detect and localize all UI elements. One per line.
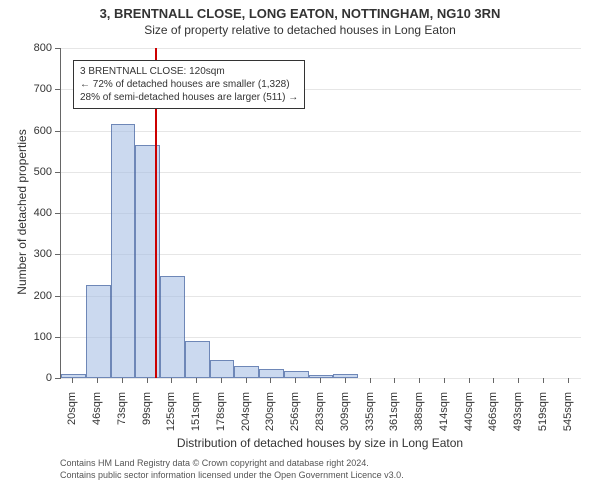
x-tick-label: 230sqm [264, 392, 276, 442]
x-tick-label: 414sqm [438, 392, 450, 442]
footer-line-2: Contains public sector information licen… [60, 470, 404, 482]
x-tick-label: 361sqm [388, 392, 400, 442]
annotation-box: 3 BRENTNALL CLOSE: 120sqm← 72% of detach… [73, 60, 305, 109]
gridline [61, 378, 581, 379]
y-tick-label: 700 [0, 83, 52, 95]
x-tick-mark [568, 378, 569, 383]
x-tick-label: 519sqm [537, 392, 549, 442]
x-tick-label: 46sqm [91, 392, 103, 442]
y-tick-mark [55, 213, 60, 214]
x-tick-mark [543, 378, 544, 383]
x-tick-label: 283sqm [314, 392, 326, 442]
x-tick-label: 151sqm [190, 392, 202, 442]
x-tick-mark [221, 378, 222, 383]
page-title: 3, BRENTNALL CLOSE, LONG EATON, NOTTINGH… [0, 0, 600, 23]
y-tick-mark [55, 89, 60, 90]
x-tick-label: 466sqm [487, 392, 499, 442]
x-tick-mark [97, 378, 98, 383]
x-tick-label: 309sqm [339, 392, 351, 442]
y-tick-mark [55, 378, 60, 379]
x-tick-label: 125sqm [165, 392, 177, 442]
y-tick-mark [55, 254, 60, 255]
histogram-bar [111, 124, 136, 378]
x-tick-mark [444, 378, 445, 383]
x-tick-label: 493sqm [512, 392, 524, 442]
x-tick-mark [370, 378, 371, 383]
x-tick-label: 204sqm [240, 392, 252, 442]
gridline [61, 48, 581, 49]
histogram-bar [61, 374, 86, 378]
histogram-bar [259, 369, 284, 378]
x-tick-mark [196, 378, 197, 383]
x-tick-mark [270, 378, 271, 383]
y-tick-mark [55, 172, 60, 173]
page-subtitle: Size of property relative to detached ho… [0, 23, 600, 39]
x-tick-label: 545sqm [562, 392, 574, 442]
histogram-bar [185, 341, 210, 378]
y-tick-label: 500 [0, 166, 52, 178]
y-tick-label: 100 [0, 331, 52, 343]
histogram-bar [234, 366, 259, 378]
y-tick-mark [55, 296, 60, 297]
footer-line-1: Contains HM Land Registry data © Crown c… [60, 458, 404, 470]
y-tick-mark [55, 337, 60, 338]
x-tick-mark [320, 378, 321, 383]
x-tick-mark [493, 378, 494, 383]
x-tick-mark [419, 378, 420, 383]
annotation-line: 3 BRENTNALL CLOSE: 120sqm [80, 65, 298, 78]
y-tick-mark [55, 48, 60, 49]
x-tick-mark [469, 378, 470, 383]
x-tick-mark [72, 378, 73, 383]
x-tick-mark [122, 378, 123, 383]
gridline [61, 131, 581, 132]
x-tick-mark [246, 378, 247, 383]
annotation-line: 28% of semi-detached houses are larger (… [80, 91, 298, 104]
x-tick-label: 256sqm [289, 392, 301, 442]
chart-plot-area: 3 BRENTNALL CLOSE: 120sqm← 72% of detach… [60, 48, 581, 379]
x-tick-mark [171, 378, 172, 383]
x-tick-mark [518, 378, 519, 383]
x-tick-label: 440sqm [463, 392, 475, 442]
x-tick-label: 388sqm [413, 392, 425, 442]
y-tick-label: 600 [0, 125, 52, 137]
x-tick-label: 73sqm [116, 392, 128, 442]
y-tick-label: 200 [0, 290, 52, 302]
x-tick-mark [295, 378, 296, 383]
histogram-bar [333, 374, 358, 378]
y-tick-mark [55, 131, 60, 132]
x-tick-label: 335sqm [364, 392, 376, 442]
x-tick-label: 20sqm [66, 392, 78, 442]
y-tick-label: 400 [0, 207, 52, 219]
x-tick-label: 178sqm [215, 392, 227, 442]
x-tick-mark [345, 378, 346, 383]
y-tick-label: 300 [0, 248, 52, 260]
histogram-bar [284, 371, 309, 378]
histogram-bar [86, 285, 111, 378]
x-tick-label: 99sqm [141, 392, 153, 442]
x-tick-mark [147, 378, 148, 383]
annotation-line: ← 72% of detached houses are smaller (1,… [80, 78, 298, 91]
y-tick-label: 800 [0, 42, 52, 54]
x-tick-mark [394, 378, 395, 383]
histogram-bar [210, 360, 235, 378]
footer-attribution: Contains HM Land Registry data © Crown c… [60, 458, 404, 481]
histogram-bar [160, 276, 185, 378]
y-tick-label: 0 [0, 372, 52, 384]
